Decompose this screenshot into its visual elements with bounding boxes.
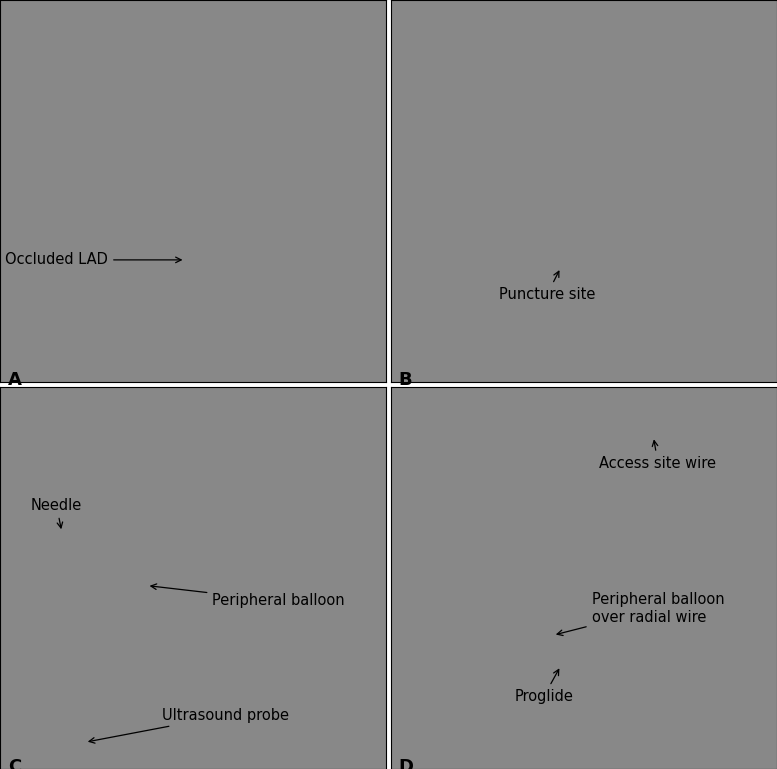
Text: A: A	[8, 371, 22, 388]
Text: Puncture site: Puncture site	[499, 271, 595, 302]
Text: Peripheral balloon: Peripheral balloon	[151, 584, 345, 608]
Text: D: D	[399, 757, 413, 769]
Text: Needle: Needle	[31, 498, 82, 528]
Text: Occluded LAD: Occluded LAD	[5, 252, 181, 268]
Text: Proglide: Proglide	[514, 670, 573, 704]
Text: Ultrasound probe: Ultrasound probe	[89, 708, 289, 743]
Text: Access site wire: Access site wire	[599, 441, 716, 471]
Text: Peripheral balloon
over radial wire: Peripheral balloon over radial wire	[557, 592, 724, 635]
Text: B: B	[399, 371, 412, 388]
Text: C: C	[8, 757, 21, 769]
